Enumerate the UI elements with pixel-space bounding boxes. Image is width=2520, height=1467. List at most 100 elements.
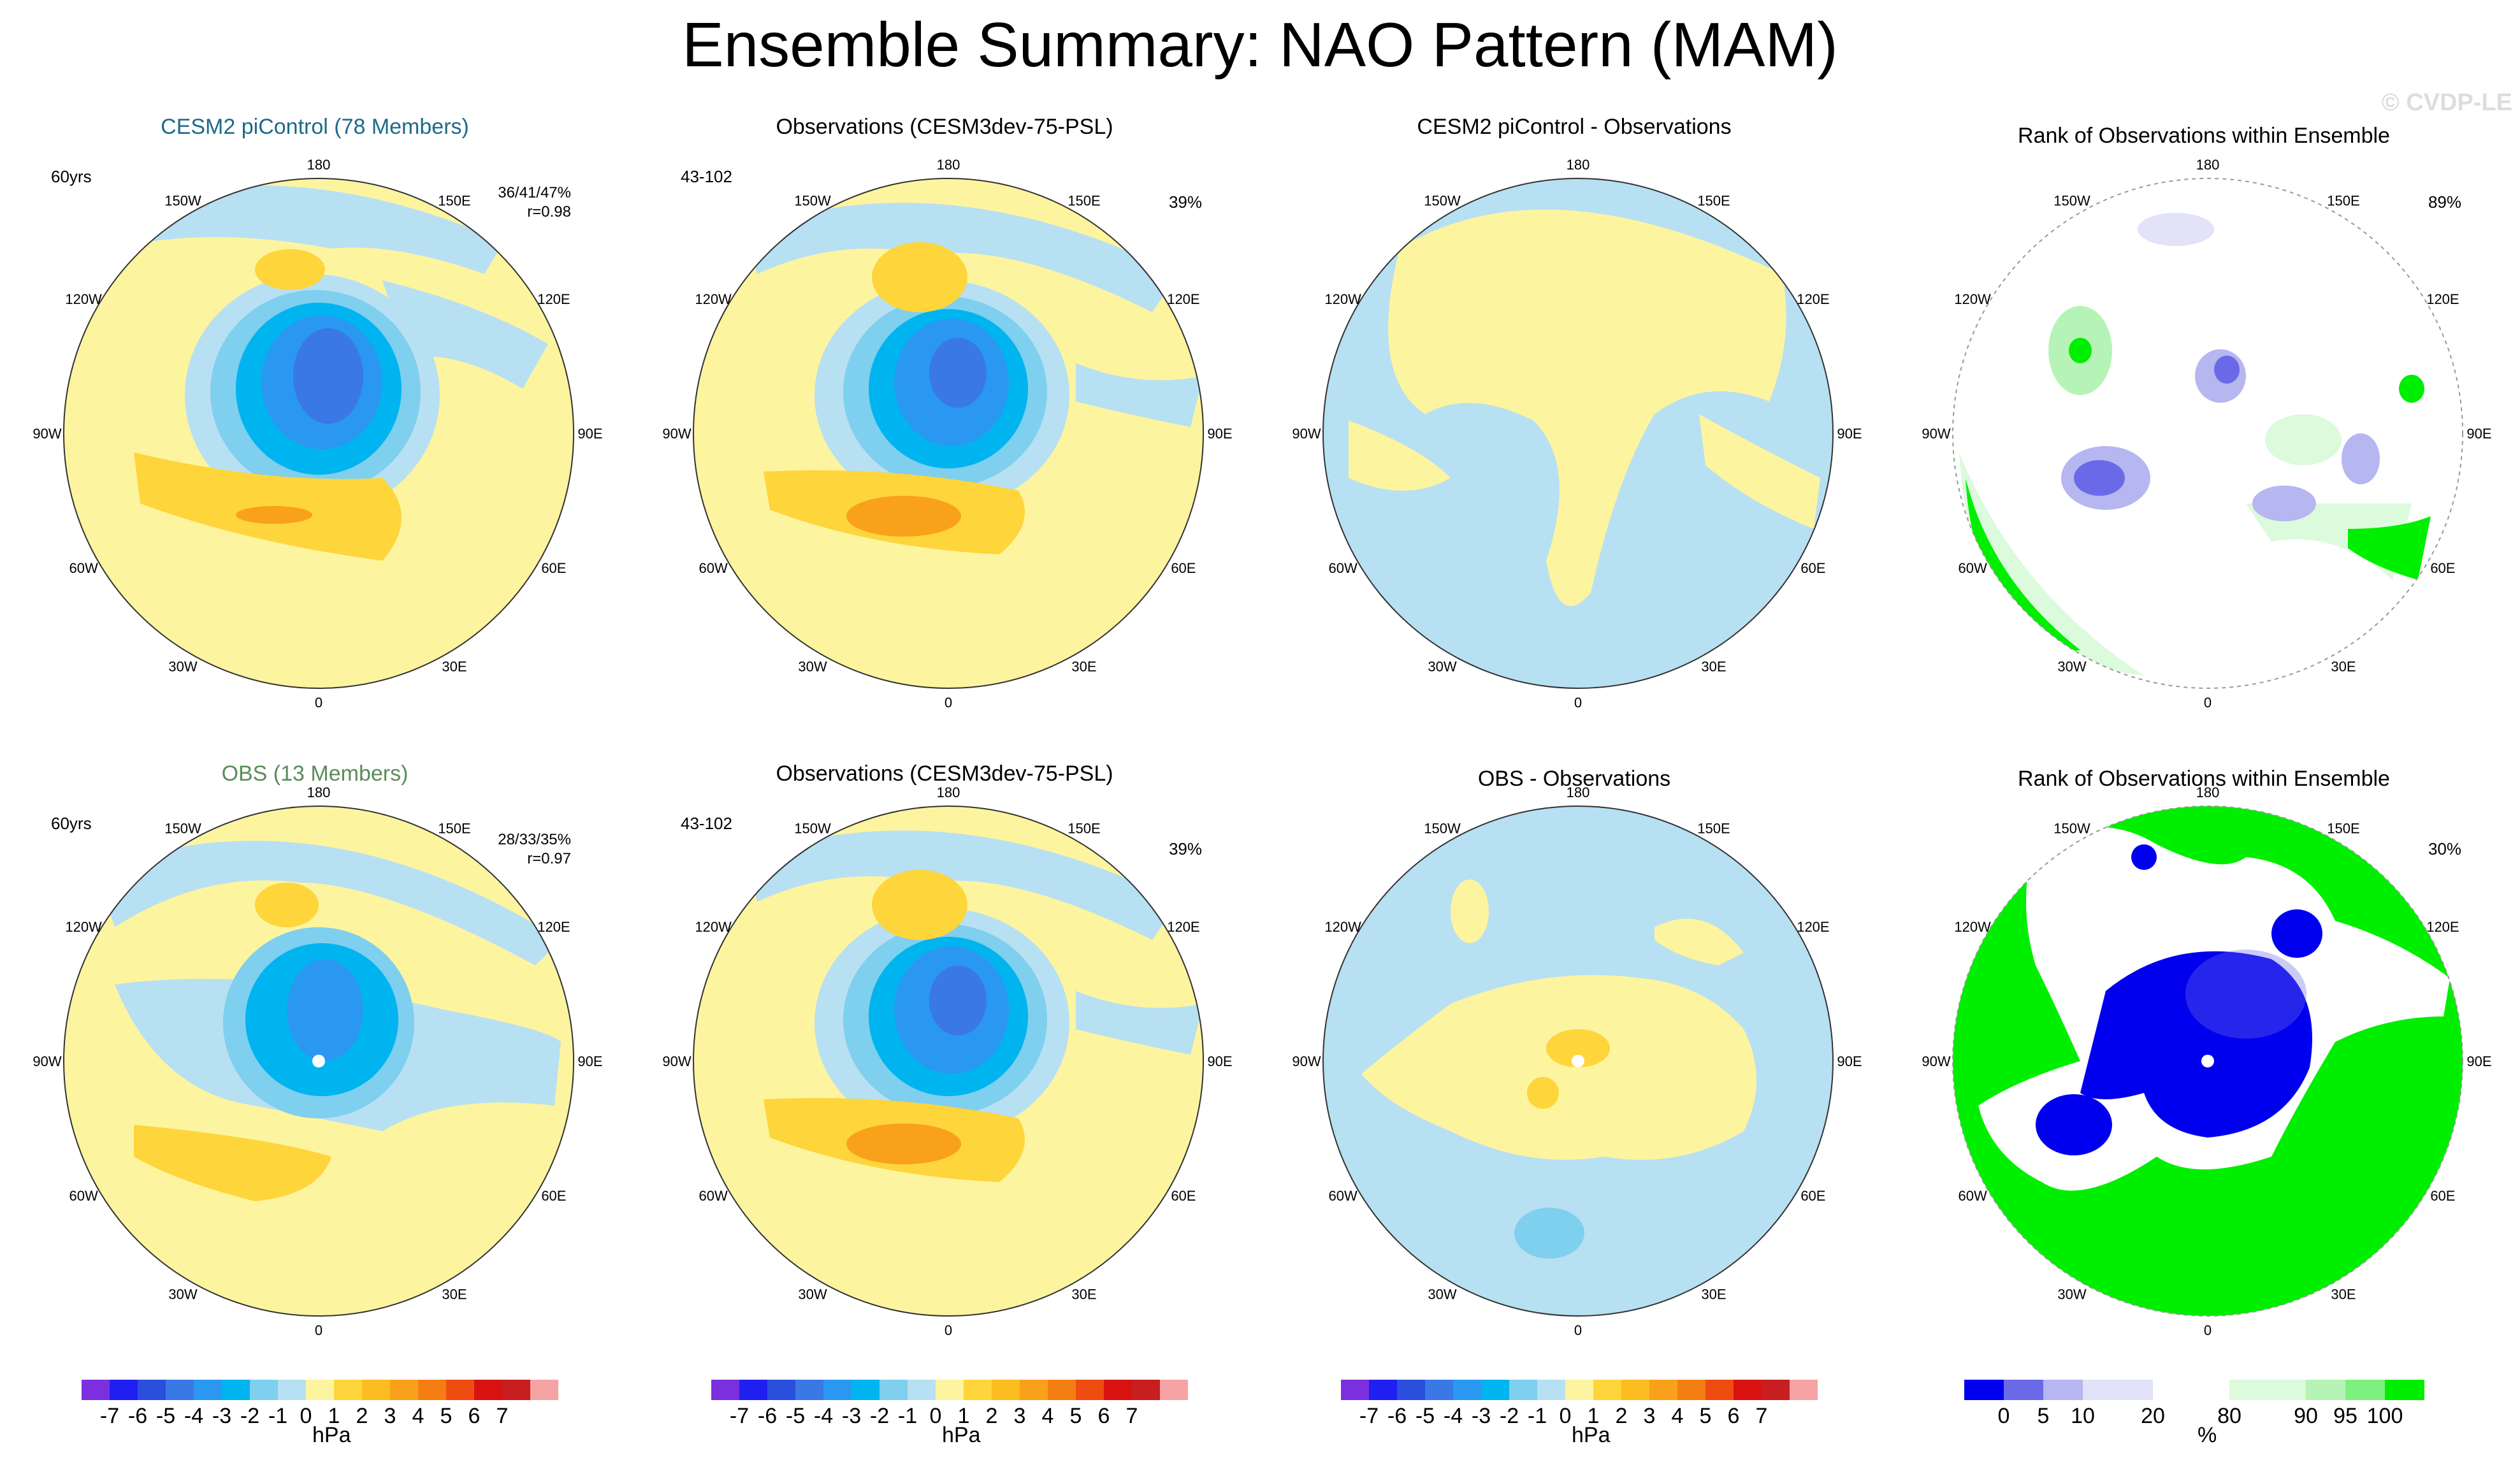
colorbar-swatch xyxy=(250,1380,278,1400)
longitude-label: 120W xyxy=(1324,291,1361,307)
colorbar-tick-label: 10 xyxy=(2071,1404,2095,1428)
longitude-label: 60E xyxy=(1800,1188,1825,1204)
longitude-label: 150W xyxy=(164,821,201,837)
longitude-label: 90W xyxy=(662,1053,691,1069)
colorbar-swatch xyxy=(711,1380,739,1400)
longitude-label: 30W xyxy=(2057,1287,2086,1303)
colorbar-tick-label: -1 xyxy=(1528,1404,1547,1428)
colorbar-tick-label: -4 xyxy=(1444,1404,1463,1428)
colorbar-tick-label: 7 xyxy=(1756,1404,1768,1428)
longitude-label: 180 xyxy=(1567,784,1590,800)
colorbar-swatch xyxy=(306,1380,334,1400)
colorbar-tick-label: -2 xyxy=(1500,1404,1519,1428)
longitude-label: 120W xyxy=(1324,919,1361,935)
nao-map: 180 150E 120E 90E 60E 30E 0 30W 60W 90W 120W 150W xyxy=(33,784,602,1338)
longitude-label: 150W xyxy=(794,821,831,837)
colorbar-tick-label: 3 xyxy=(1014,1404,1026,1428)
longitude-label: 90W xyxy=(33,1053,61,1069)
longitude-label: 180 xyxy=(1567,157,1590,173)
colorbar-tick-label: 1 xyxy=(1588,1404,1600,1428)
longitude-label: 90W xyxy=(1922,1053,1950,1069)
longitude-label: 30W xyxy=(798,659,827,675)
colorbar-tick-label: 4 xyxy=(1042,1404,1054,1428)
longitude-label: 0 xyxy=(1574,695,1582,711)
longitude-label: 150E xyxy=(1697,821,1730,837)
longitude-label: 0 xyxy=(2204,695,2212,711)
colorbar-tick-label: 5 xyxy=(1700,1404,1712,1428)
colorbar-swatch xyxy=(964,1380,992,1400)
colorbar-tick-label: -5 xyxy=(156,1404,175,1428)
colorbar-swatch xyxy=(1964,1380,2004,1400)
longitude-label: 90E xyxy=(1837,426,1862,442)
longitude-label: 30E xyxy=(1701,659,1726,675)
longitude-label: 120W xyxy=(695,919,732,935)
colorbar-swatch xyxy=(334,1380,362,1400)
stat-percentages: 36/41/47% xyxy=(498,184,571,201)
stat-correlation: r=0.98 xyxy=(527,203,571,220)
longitude-label: 30E xyxy=(2331,1287,2356,1303)
colorbar-tick-label: -6 xyxy=(128,1404,147,1428)
colorbar-tick-label: 2 xyxy=(986,1404,998,1428)
colorbar-hpa-3: -7 -6 -5 -4 -3 -2 -1 0 1 2 3 4 5 6 7 xyxy=(1341,1380,1818,1428)
longitude-label: 60E xyxy=(541,560,566,576)
colorbar-swatch xyxy=(1104,1380,1132,1400)
colorbar-tick-label: -7 xyxy=(100,1404,119,1428)
panel-title: CESM2 piControl (78 Members) xyxy=(161,115,469,139)
colorbar-tick-label: 95 xyxy=(2333,1404,2357,1428)
colorbar-swatch xyxy=(474,1380,502,1400)
years-label: 60yrs xyxy=(51,814,92,833)
stat-block: 36/41/47% r=0.98 xyxy=(498,184,571,222)
colorbar-tick-label: -7 xyxy=(730,1404,749,1428)
colorbar-swatch xyxy=(530,1380,558,1400)
colorbar-swatch xyxy=(1509,1380,1537,1400)
longitude-label: 150E xyxy=(438,821,470,837)
longitude-label: 150W xyxy=(794,193,831,209)
panel-rank-1: Rank of Observations within Ensemble xyxy=(1889,115,2519,758)
colorbar-swatch xyxy=(1341,1380,1369,1400)
colorbar-tick-label: -4 xyxy=(814,1404,833,1428)
longitude-label: 90E xyxy=(577,426,602,442)
nao-map: 180 150E 120E 90E 60E 30E 0 30W 60W 90W 120W 150W xyxy=(1292,157,1862,711)
longitude-label: 90E xyxy=(2466,426,2491,442)
colorbar-tick-label: 5 xyxy=(2038,1404,2050,1428)
longitude-label: 120W xyxy=(65,291,102,307)
panel-title: OBS (13 Members) xyxy=(221,762,409,786)
rank-map: 180 150E 120E 90E 60E 30E 0 30W 60W 90W 120W 150W xyxy=(1922,784,2491,1338)
colorbar-tick-label: 0 xyxy=(300,1404,312,1428)
longitude-label: 150W xyxy=(2053,193,2090,209)
colorbar-swatch xyxy=(767,1380,795,1400)
longitude-label: 0 xyxy=(315,1322,322,1338)
longitude-label: 60W xyxy=(1328,1188,1357,1204)
colorbar-swatch xyxy=(1453,1380,1481,1400)
colorbar-tick-label: 100 xyxy=(2367,1404,2403,1428)
rank-map: 180 150E 120E 90E 60E 30E 0 30W 60W 90W 120W 150W xyxy=(1922,157,2491,711)
colorbar-swatch xyxy=(851,1380,880,1400)
main-title: Ensemble Summary: NAO Pattern (MAM) xyxy=(682,10,1838,80)
longitude-label: 150W xyxy=(2053,821,2090,837)
longitude-label: 0 xyxy=(945,695,952,711)
colorbar-tick-label: 5 xyxy=(1070,1404,1082,1428)
colorbar-swatch xyxy=(1705,1380,1734,1400)
longitude-label: 90W xyxy=(662,426,691,442)
colorbar-tick-label: 1 xyxy=(328,1404,340,1428)
longitude-label: 150E xyxy=(438,193,470,209)
colorbar-tick-label: -2 xyxy=(870,1404,889,1428)
colorbar-tick-label: 90 xyxy=(2294,1404,2318,1428)
longitude-label: 60W xyxy=(1958,560,1987,576)
longitude-label: 90E xyxy=(2466,1053,2491,1069)
colorbar-swatch xyxy=(908,1380,936,1400)
colorbar-swatch xyxy=(362,1380,390,1400)
longitude-label: 30W xyxy=(168,659,197,675)
colorbar-hpa-1: -7 -6 -5 -4 -3 -2 -1 0 1 2 3 4 5 6 7 xyxy=(82,1380,558,1428)
longitude-label: 90W xyxy=(1292,1053,1321,1069)
panel-title: Observations (CESM3dev-75-PSL) xyxy=(776,115,1113,139)
longitude-label: 150W xyxy=(1424,193,1461,209)
colorbar-tick-label: 7 xyxy=(1126,1404,1138,1428)
longitude-label: 0 xyxy=(945,1322,952,1338)
colorbar-tick-label: 4 xyxy=(1672,1404,1684,1428)
colorbar-tick-label: 0 xyxy=(1998,1404,2010,1428)
longitude-label: 120E xyxy=(1797,291,1829,307)
longitude-label: 30E xyxy=(2331,659,2356,675)
longitude-label: 30W xyxy=(1428,659,1456,675)
colorbar-tick-label: -2 xyxy=(240,1404,259,1428)
